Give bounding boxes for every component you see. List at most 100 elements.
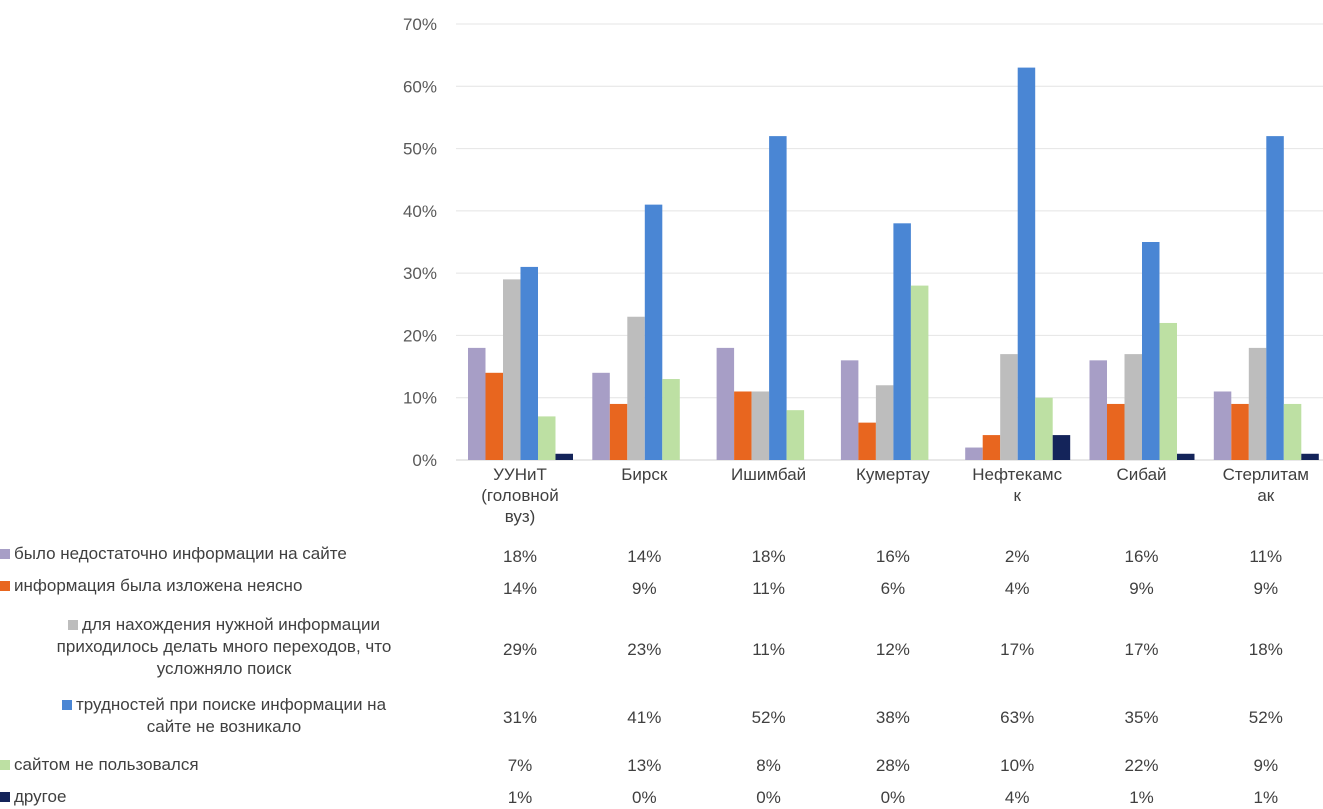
- data-label: 11%: [752, 640, 785, 659]
- data-label: 31%: [502, 708, 538, 727]
- data-label: 28%: [875, 756, 910, 775]
- bar: [965, 447, 983, 460]
- data-label: 0%: [756, 788, 781, 807]
- data-label: 4%: [1004, 579, 1030, 598]
- data-label: 18%: [502, 547, 538, 566]
- data-label: 12%: [875, 640, 910, 659]
- category-label-line: Сибай: [1116, 465, 1167, 484]
- bar: [592, 372, 610, 460]
- data-label: 6%: [880, 579, 906, 598]
- data-label: 13%: [627, 756, 662, 775]
- bar: [893, 223, 911, 460]
- bar: [627, 316, 645, 460]
- bar: [769, 136, 787, 460]
- bar: [1017, 67, 1036, 460]
- data-label: 9%: [1129, 579, 1154, 598]
- category-label: Кумертау: [831, 464, 955, 485]
- data-label: 16%: [1124, 547, 1159, 566]
- data-label: 10%: [1000, 756, 1035, 775]
- bar: [1177, 453, 1195, 460]
- legend-entry: для нахождения нужной информации приходил…: [0, 614, 448, 680]
- legend-label: усложняло поиск: [156, 659, 292, 678]
- bar: [609, 403, 628, 460]
- bar: [468, 347, 486, 460]
- bar: [716, 347, 735, 460]
- bar: [1142, 242, 1160, 460]
- category-label-line: вуз): [504, 507, 536, 526]
- bar: [1231, 403, 1249, 460]
- data-label: 41%: [627, 708, 662, 727]
- data-label: 1%: [507, 788, 533, 807]
- bar: [858, 422, 876, 460]
- data-label: 52%: [751, 708, 786, 727]
- category-label: УУНиТ (головной вуз): [458, 464, 582, 527]
- data-label: 11%: [752, 579, 785, 598]
- data-label: 22%: [1124, 756, 1159, 775]
- y-tick-label: 0%: [412, 451, 437, 470]
- category-label: Сибай: [1080, 464, 1204, 485]
- data-label: 18%: [1248, 640, 1283, 659]
- data-label: 14%: [502, 579, 538, 598]
- legend-swatch: [61, 700, 72, 710]
- bar: [1213, 391, 1232, 460]
- legend-label: сайтом не пользовался: [14, 755, 199, 774]
- data-label: 23%: [627, 640, 662, 659]
- data-label: 38%: [875, 708, 910, 727]
- legend-swatch: [0, 549, 10, 559]
- bar: [503, 279, 521, 460]
- category-label: Бирск: [582, 464, 706, 485]
- legend-entry: другое: [0, 786, 448, 808]
- bar: [1283, 403, 1302, 460]
- bar: [982, 435, 1001, 460]
- legend-label: сайте не возникало: [146, 717, 302, 736]
- category-label: Ишимбай: [707, 464, 831, 485]
- bar: [734, 391, 752, 460]
- bar: [1000, 354, 1018, 460]
- y-tick-label: 10%: [403, 389, 437, 408]
- category-label: Нефтекамс к: [955, 464, 1079, 506]
- bar: [662, 379, 680, 460]
- y-tick-label: 70%: [403, 15, 437, 34]
- data-label: 8%: [756, 756, 781, 775]
- bar: [1301, 453, 1319, 460]
- category-label-line: к: [1013, 486, 1021, 505]
- category-label-line: Стерлитам: [1222, 465, 1309, 484]
- y-tick-label: 50%: [403, 140, 437, 159]
- bar: [1035, 397, 1053, 460]
- data-label: 11%: [1249, 547, 1283, 566]
- legend-entry: было недостаточно информации на сайте: [0, 543, 448, 565]
- category-label-line: Нефтекамс: [972, 465, 1063, 484]
- y-tick-label: 30%: [403, 264, 437, 283]
- data-label: 1%: [1129, 788, 1154, 807]
- data-label: 35%: [1124, 708, 1159, 727]
- data-label: 2%: [1004, 547, 1030, 566]
- legend-entry: сайтом не пользовался: [0, 754, 448, 776]
- data-label: 0%: [632, 788, 657, 807]
- y-tick-label: 60%: [403, 77, 437, 96]
- legend-label: приходилось делать много переходов, что: [56, 637, 392, 656]
- data-label: 17%: [1124, 640, 1159, 659]
- data-label: 4%: [1004, 788, 1030, 807]
- bar: [1089, 360, 1107, 460]
- legend-swatch: [0, 760, 10, 770]
- category-label-line: УУНиТ: [493, 465, 547, 484]
- legend-label: для нахождения нужной информации: [82, 615, 380, 634]
- bar: [1107, 403, 1125, 460]
- bar: [875, 385, 894, 460]
- category-label-line: Бирск: [621, 465, 668, 484]
- legend-swatch: [0, 792, 10, 802]
- bar: [1159, 322, 1177, 460]
- data-label: 9%: [1253, 579, 1279, 598]
- bar: [644, 204, 663, 460]
- bar: [910, 285, 929, 460]
- data-label: 17%: [1000, 640, 1035, 659]
- data-label: 9%: [632, 579, 657, 598]
- category-label: Стерлитам ак: [1204, 464, 1323, 506]
- category-label-line: Кумертау: [855, 465, 930, 484]
- data-label: 1%: [1253, 788, 1279, 807]
- data-label: 9%: [1253, 756, 1279, 775]
- legend-swatch: [68, 620, 79, 630]
- bar: [520, 266, 538, 460]
- legend-label: информация была изложена неясно: [14, 576, 303, 595]
